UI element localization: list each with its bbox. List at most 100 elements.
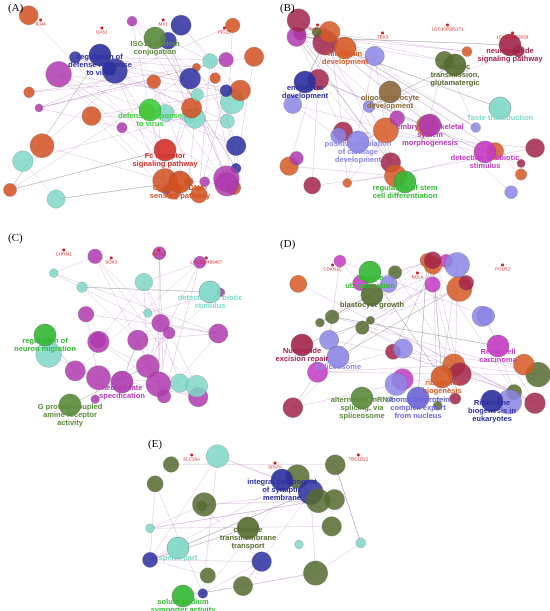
gene-node <box>222 26 226 30</box>
term-label: positive regulation of cartilage develop… <box>324 139 392 164</box>
term-node <box>333 36 357 60</box>
panel-label: (C) <box>8 232 23 244</box>
gene-node <box>316 23 319 27</box>
node <box>470 122 481 133</box>
term-node <box>153 138 177 162</box>
edge <box>201 491 311 507</box>
node <box>179 67 201 90</box>
term-node <box>486 334 510 358</box>
node <box>225 17 241 33</box>
edge <box>288 42 326 167</box>
node <box>146 74 161 89</box>
edge <box>312 79 319 186</box>
node <box>29 133 55 158</box>
node <box>101 61 117 77</box>
node <box>251 551 272 572</box>
node <box>318 21 341 43</box>
node <box>229 79 251 101</box>
gene-label: TBX3 <box>376 34 389 40</box>
node <box>45 61 72 88</box>
node <box>311 27 322 37</box>
gene-node <box>109 256 113 260</box>
edge <box>163 262 200 397</box>
term-node <box>171 584 195 608</box>
gene-node <box>100 26 104 30</box>
gene-node <box>356 453 360 457</box>
node <box>23 86 35 98</box>
gene-node <box>501 263 504 267</box>
edge <box>292 384 397 408</box>
term-label: ISG15-protein conjugation <box>130 39 180 56</box>
edge <box>204 500 319 505</box>
node <box>516 159 526 168</box>
edge <box>201 505 262 562</box>
node <box>219 113 235 129</box>
edge <box>426 260 455 366</box>
term-label: alternative mRNA splicing, via spliceoso… <box>330 395 394 420</box>
term-node <box>58 393 82 417</box>
node <box>12 150 34 172</box>
node <box>233 576 253 596</box>
term-node <box>350 386 374 410</box>
node <box>476 306 495 325</box>
node <box>127 329 149 351</box>
term-label: endoderm development <box>281 83 329 100</box>
edge <box>81 287 138 341</box>
term-label: regulation of defense response to virus <box>68 52 132 77</box>
gene-node <box>157 248 161 252</box>
edge <box>149 527 249 561</box>
node <box>461 46 473 57</box>
node <box>192 492 217 517</box>
node <box>321 516 342 537</box>
node <box>244 46 264 67</box>
node <box>325 309 340 324</box>
term-label: Cytosolic DNA-sensing pathway <box>149 183 211 200</box>
edge <box>242 491 311 587</box>
gene-node <box>511 31 514 35</box>
node <box>81 106 102 126</box>
term-node <box>293 70 317 94</box>
edge <box>325 42 391 163</box>
term-label: detection of abiotic stimulus <box>450 153 520 170</box>
gene-label: GATA2 <box>151 251 166 257</box>
edge <box>91 90 241 117</box>
node <box>18 5 39 26</box>
node <box>342 178 352 188</box>
edge <box>58 74 173 191</box>
edge <box>98 281 145 342</box>
term-label: synaptic transmission, glutamatergic <box>430 62 480 87</box>
node <box>151 314 170 333</box>
gene-node <box>381 31 384 35</box>
edge <box>114 70 189 182</box>
edge <box>292 260 447 408</box>
node <box>355 320 370 335</box>
term-label: defense response to virus <box>118 111 182 128</box>
term-label: solute:sodium symporter activity <box>150 597 216 611</box>
edge <box>165 77 216 114</box>
node <box>209 72 221 84</box>
edge <box>38 107 123 128</box>
term-node <box>378 80 402 104</box>
node <box>213 165 240 192</box>
gene-label: LOC100505171 <box>431 26 464 32</box>
gene-label: LOC100499467 <box>190 259 223 265</box>
edge <box>299 33 387 131</box>
gene-label: IFI44 <box>35 21 46 27</box>
edge <box>296 36 370 107</box>
edge <box>196 67 228 122</box>
gene-node <box>39 18 43 22</box>
node <box>181 97 202 119</box>
edge <box>153 81 200 195</box>
node <box>197 588 208 599</box>
term-label: Spliceosome <box>314 362 362 372</box>
node <box>458 275 474 291</box>
node <box>69 51 82 64</box>
term-label: oligodendrocyte development <box>360 93 420 110</box>
edge <box>38 81 154 109</box>
node <box>289 275 308 293</box>
edge <box>318 79 391 163</box>
edge <box>198 60 211 195</box>
node <box>46 189 66 209</box>
